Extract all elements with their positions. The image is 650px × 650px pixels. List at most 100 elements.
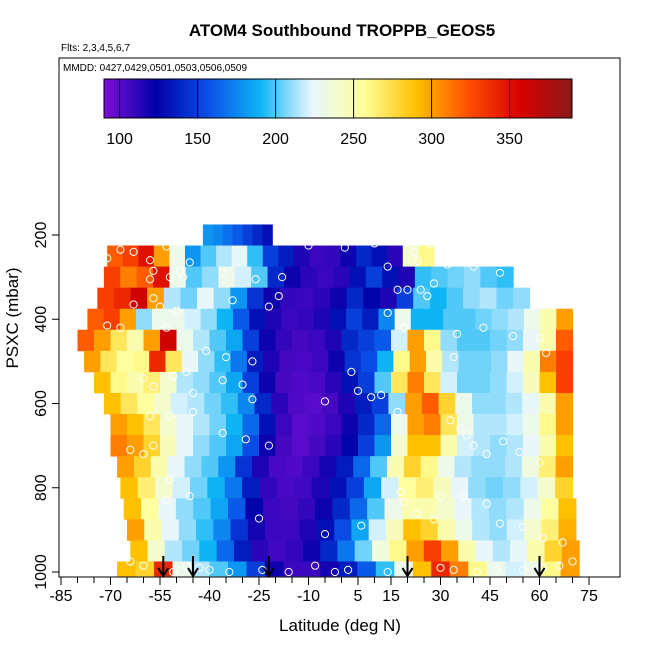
heatmap-cell [230, 287, 248, 310]
heatmap-cell [193, 329, 211, 352]
heatmap-cell [437, 519, 456, 541]
heatmap-cell [218, 266, 236, 289]
heatmap-cell [224, 477, 243, 499]
observation-point [518, 522, 528, 532]
heatmap-cell [407, 435, 425, 457]
observation-point [202, 346, 211, 355]
heatmap-cell [279, 350, 297, 373]
heatmap-cell [362, 308, 380, 331]
observation-point [311, 561, 320, 570]
heatmap-cell [207, 477, 226, 499]
heatmap-cell [338, 561, 358, 577]
observation-point [413, 509, 422, 518]
observation-point [492, 565, 501, 574]
heatmap-cell [122, 245, 139, 267]
heatmap-cell [507, 350, 525, 373]
heatmap-cell [296, 287, 315, 310]
observation-point [278, 273, 287, 282]
heatmap-cell [308, 435, 326, 457]
heatmap-cell [275, 329, 293, 352]
observation-point [429, 515, 438, 524]
heatmap-cell [341, 414, 359, 436]
heatmap-cell [271, 392, 289, 415]
heatmap-cell [137, 392, 155, 415]
heatmap-cell [259, 477, 278, 499]
heatmap-cell [506, 435, 524, 457]
heatmap-cell [506, 329, 524, 352]
observation-point [383, 262, 392, 271]
heatmap-cell [302, 540, 321, 562]
chart-subtitle-flights: Flts: 2,3,4,5,6,7 [61, 43, 130, 54]
heatmap-cell [137, 477, 156, 499]
heatmap-cell [440, 414, 458, 436]
heatmap-cell [349, 266, 367, 289]
heatmap-cell [246, 287, 265, 310]
heatmap-cell [440, 329, 458, 352]
heatmap-cell [357, 561, 377, 577]
heatmap-cell [424, 329, 442, 352]
heatmap-cell [446, 287, 464, 310]
observation-point [383, 308, 392, 318]
heatmap-cell [540, 308, 557, 331]
observation-point [188, 407, 198, 417]
observation-point [103, 254, 112, 263]
heatmap-cell [133, 456, 152, 478]
heatmap-cell [398, 266, 416, 289]
heatmap-cell [325, 329, 343, 352]
heatmap-cell [113, 287, 132, 310]
heatmap-cell [356, 245, 373, 267]
colorbar-tick-label: 100 [106, 131, 133, 148]
heatmap-cell [336, 456, 354, 478]
observation-point [179, 273, 188, 282]
heatmap-cell [132, 350, 150, 373]
heatmap-cell [381, 477, 400, 499]
heatmap-cell [450, 477, 469, 499]
heatmap-cell [542, 561, 562, 577]
heatmap-cell [182, 540, 200, 562]
heatmap-cell [153, 245, 171, 267]
x-tick-label: -55 [148, 588, 171, 605]
observation-point [416, 285, 425, 294]
observation-point [218, 428, 227, 438]
heatmap-cell [87, 308, 105, 331]
heatmap-cell [473, 329, 491, 352]
heatmap-cell [488, 456, 506, 478]
observation-point [103, 321, 112, 330]
heatmap-cell [410, 308, 428, 331]
heatmap-cell [346, 287, 364, 310]
heatmap-cell [314, 498, 333, 520]
x-tick-label: 60 [531, 588, 549, 605]
heatmap-cell [176, 414, 194, 436]
colorbar-gradient [103, 78, 573, 119]
observation-point [393, 407, 402, 417]
y-tick-label: 800 [33, 474, 50, 501]
observation-point [330, 567, 339, 577]
flight-arrow [401, 556, 414, 578]
heatmap-cell [228, 498, 247, 520]
flight-arrow [157, 556, 170, 578]
observation-point [162, 495, 171, 504]
heatmap-cell [119, 308, 137, 331]
observation-point [254, 514, 264, 523]
heatmap-cell [394, 308, 412, 331]
heatmap-cell [158, 498, 177, 520]
observation-point [558, 538, 567, 547]
observation-point [284, 567, 293, 577]
observation-point [538, 534, 547, 543]
heatmap-cell [506, 371, 524, 394]
observation-point [182, 367, 191, 377]
observation-point [185, 258, 194, 267]
heatmap-cell [135, 308, 153, 331]
heatmap-cell [420, 519, 439, 541]
heatmap-cell [406, 540, 425, 562]
observation-point [515, 268, 524, 278]
observation-point [443, 260, 452, 269]
heatmap-cell [262, 498, 281, 520]
x-tick-label: 75 [580, 588, 598, 605]
heatmap-cell [468, 477, 487, 499]
heatmap-cell [213, 287, 231, 310]
heatmap-cell [152, 308, 169, 331]
observation-point [459, 492, 468, 501]
heatmap-cell [110, 329, 128, 352]
heatmap-cell [267, 266, 285, 289]
